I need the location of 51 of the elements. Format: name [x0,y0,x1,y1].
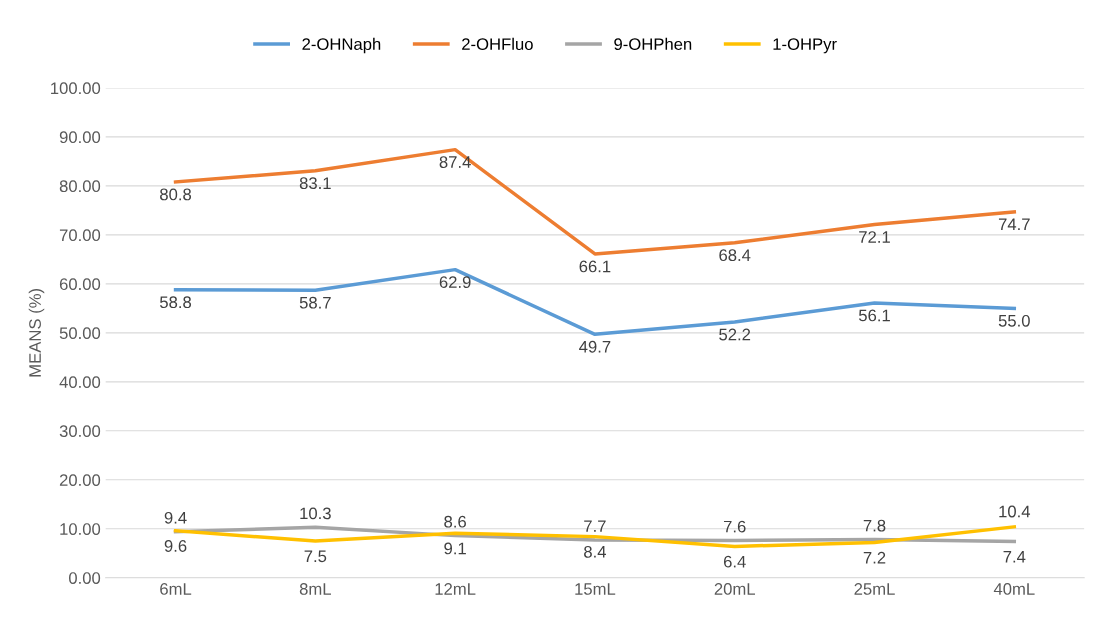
data-label: 9.1 [444,542,466,555]
data-label: 9.6 [164,540,187,552]
x-tick-label: 12mL [435,583,476,595]
legend-label: 1-OHPyr [773,38,837,54]
y-tick-label: 20.00 [59,474,101,486]
data-label: 7.7 [584,520,606,532]
legend-label: 2-OHFluo [462,37,533,51]
data-label: 56.1 [858,309,890,322]
data-label: 8.4 [584,545,607,558]
data-label: 72.1 [859,231,890,243]
data-label: 87.4 [439,156,471,168]
y-tick-label: 80.00 [59,180,101,193]
data-label: 83.1 [299,177,331,190]
data-label: 7.4 [1003,551,1026,563]
y-tick-label: 40.00 [59,376,101,389]
data-label: 7.6 [723,520,746,533]
x-tick-label: 6mL [160,583,192,595]
data-label: 7.2 [863,551,886,564]
x-tick-label: 20mL [714,583,756,595]
x-tick-label: 15mL [575,583,616,595]
data-label: 52.2 [719,328,751,341]
y-tick-label: 30.00 [59,425,101,438]
data-label: 49.7 [579,340,611,353]
legend-label: 9-OHPhen [614,37,692,51]
data-label: 10.3 [300,507,331,520]
y-tick-label: 0.00 [69,572,101,584]
data-label: 58.7 [299,296,331,309]
data-label: 62.9 [439,276,471,289]
data-label: 66.1 [579,260,611,273]
data-label: 9.4 [164,511,187,524]
data-label: 58.8 [159,296,192,309]
y-tick-label: 70.00 [59,229,101,242]
y-tick-label: 10.00 [60,523,101,535]
y-axis-title: MEANS (%) [28,288,45,377]
y-tick-label: 100.00 [51,82,101,95]
data-label: 74.7 [998,218,1030,231]
y-tick-label: 60.00 [59,278,101,291]
data-label: 7.5 [304,550,327,563]
x-tick-label: 40mL [993,583,1035,595]
x-tick-label: 25mL [854,583,895,595]
data-label: 55.0 [998,314,1030,327]
data-label: 8.6 [444,515,466,528]
data-label: 7.8 [863,519,886,532]
data-label: 80.8 [160,188,192,201]
data-label: 10.4 [999,505,1031,518]
legend-label: 2-OHNaph [302,37,381,54]
data-label: 6.4 [723,555,746,568]
data-label: 68.4 [719,249,751,262]
x-tick-label: 8mL [299,583,331,595]
y-tick-label: 90.00 [59,131,101,144]
y-tick-label: 50.00 [59,327,101,340]
